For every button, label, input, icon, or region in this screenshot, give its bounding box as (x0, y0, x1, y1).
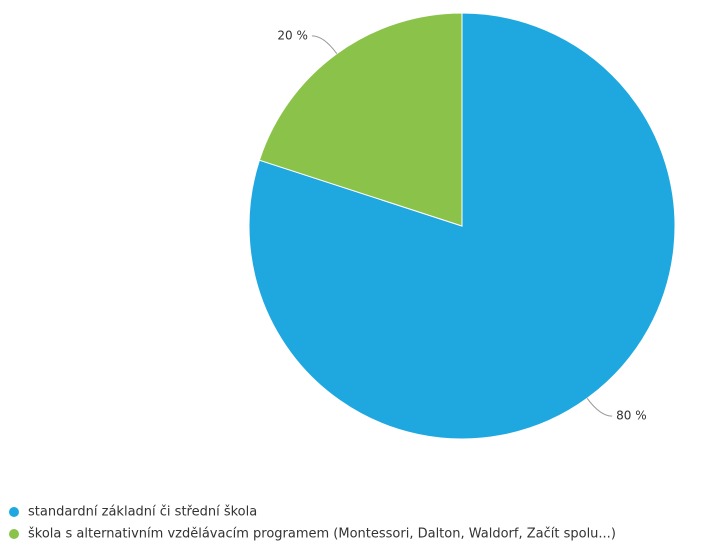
data-label: 20 % (277, 28, 308, 42)
legend-label: standardní základní či střední škola (28, 505, 257, 520)
legend-marker (9, 507, 19, 517)
leader-line (586, 398, 613, 417)
legend-label: škola s alternativním vzdělávacím progra… (28, 527, 616, 542)
legend: standardní základní či střední škola škol… (9, 505, 616, 542)
legend-marker (9, 529, 19, 539)
leader-line (311, 35, 338, 54)
data-label: 80 % (616, 409, 647, 423)
pie-slice (258, 12, 463, 227)
